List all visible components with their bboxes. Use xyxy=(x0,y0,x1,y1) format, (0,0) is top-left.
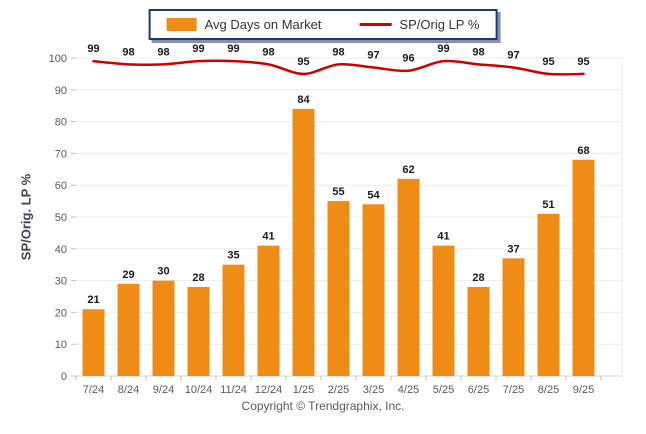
xtick-label-5/25: 5/25 xyxy=(433,384,454,396)
bar-label-2/25: 55 xyxy=(332,186,344,198)
ytick-label-0: 0 xyxy=(61,371,67,383)
bar-8/25 xyxy=(537,213,560,376)
bar-label-9/24: 30 xyxy=(157,266,169,278)
xtick-label-9/24: 9/24 xyxy=(153,384,174,396)
bar-7/24 xyxy=(82,309,105,376)
bar-label-8/24: 29 xyxy=(122,269,134,281)
ytick-label-40: 40 xyxy=(55,244,67,256)
bar-label-9/25: 68 xyxy=(577,145,589,157)
xtick-label-9/25: 9/25 xyxy=(573,384,594,396)
bar-8/24 xyxy=(117,283,140,376)
xtick-label-7/25: 7/25 xyxy=(503,384,524,396)
bar-label-6/25: 28 xyxy=(472,272,484,284)
bar-1/25 xyxy=(292,108,315,376)
ytick-label-20: 20 xyxy=(55,307,67,319)
bar-swatch-icon xyxy=(166,18,197,31)
xtick-label-12/24: 12/24 xyxy=(255,384,283,396)
bar-label-1/25: 84 xyxy=(297,94,310,106)
xtick-label-6/25: 6/25 xyxy=(468,384,489,396)
line-label-9/25: 95 xyxy=(577,56,589,68)
bar-label-7/25: 37 xyxy=(507,243,519,255)
bar-10/24 xyxy=(187,286,210,376)
legend-item-sp-orig-lp: SP/Orig LP % xyxy=(359,17,479,32)
line-label-8/25: 95 xyxy=(542,56,554,68)
line-label-10/24: 99 xyxy=(192,43,204,55)
xtick-label-4/25: 4/25 xyxy=(398,384,419,396)
ytick-label-30: 30 xyxy=(55,276,67,288)
bar-3/25 xyxy=(362,204,385,376)
line-label-11/24: 99 xyxy=(227,43,239,55)
xtick-label-10/24: 10/24 xyxy=(185,384,213,396)
xtick-label-2/25: 2/25 xyxy=(328,384,349,396)
xtick-label-1/25: 1/25 xyxy=(293,384,314,396)
xtick-label-8/24: 8/24 xyxy=(118,384,139,396)
bar-5/25 xyxy=(432,245,455,376)
xtick-label-3/25: 3/25 xyxy=(363,384,384,396)
line-label-9/24: 98 xyxy=(157,46,169,58)
line-label-7/24: 99 xyxy=(87,43,99,55)
ytick-label-90: 90 xyxy=(55,85,67,97)
bar-label-4/25: 62 xyxy=(402,164,414,176)
bar-9/24 xyxy=(152,280,175,376)
ytick-label-70: 70 xyxy=(55,148,67,160)
line-label-6/25: 98 xyxy=(472,46,484,58)
bar-2/25 xyxy=(327,201,350,376)
xtick-label-8/25: 8/25 xyxy=(538,384,559,396)
line-label-1/25: 95 xyxy=(297,56,309,68)
bar-4/25 xyxy=(397,178,420,376)
ytick-label-100: 100 xyxy=(49,53,67,65)
line-label-4/25: 96 xyxy=(402,53,414,65)
xtick-label-11/24: 11/24 xyxy=(220,384,247,396)
line-label-7/25: 97 xyxy=(507,50,519,62)
legend-label-avg-days: Avg Days on Market xyxy=(204,17,322,32)
bar-label-12/24: 41 xyxy=(262,231,274,243)
ytick-label-60: 60 xyxy=(55,180,67,192)
bar-label-8/25: 51 xyxy=(542,199,554,211)
ytick-label-10: 10 xyxy=(55,339,67,351)
line-label-12/24: 98 xyxy=(262,46,274,58)
bar-label-10/24: 28 xyxy=(192,272,204,284)
line-label-5/25: 99 xyxy=(437,43,449,55)
ytick-label-80: 80 xyxy=(55,117,67,129)
bar-label-3/25: 54 xyxy=(367,189,380,201)
bar-11/24 xyxy=(222,264,245,376)
legend: Avg Days on Market SP/Orig LP % xyxy=(148,9,498,40)
bar-9/25 xyxy=(572,159,595,376)
ytick-label-50: 50 xyxy=(55,212,67,224)
bar-6/25 xyxy=(467,286,490,376)
line-swatch-icon xyxy=(359,23,392,26)
line-label-3/25: 97 xyxy=(367,50,379,62)
line-label-2/25: 98 xyxy=(332,46,344,58)
line-series xyxy=(92,59,585,76)
line-label-8/24: 98 xyxy=(122,46,134,58)
legend-item-avg-days: Avg Days on Market xyxy=(166,17,322,32)
bar-7/25 xyxy=(502,258,525,376)
legend-label-sp-orig-lp: SP/Orig LP % xyxy=(399,17,480,32)
bar-label-7/24: 21 xyxy=(87,294,99,306)
bar-label-11/24: 35 xyxy=(227,250,239,262)
bar-12/24 xyxy=(257,245,280,376)
copyright-text: Copyright © Trendgraphix, Inc. xyxy=(241,399,405,413)
xtick-label-7/24: 7/24 xyxy=(83,384,104,396)
bar-label-5/25: 41 xyxy=(437,231,449,243)
